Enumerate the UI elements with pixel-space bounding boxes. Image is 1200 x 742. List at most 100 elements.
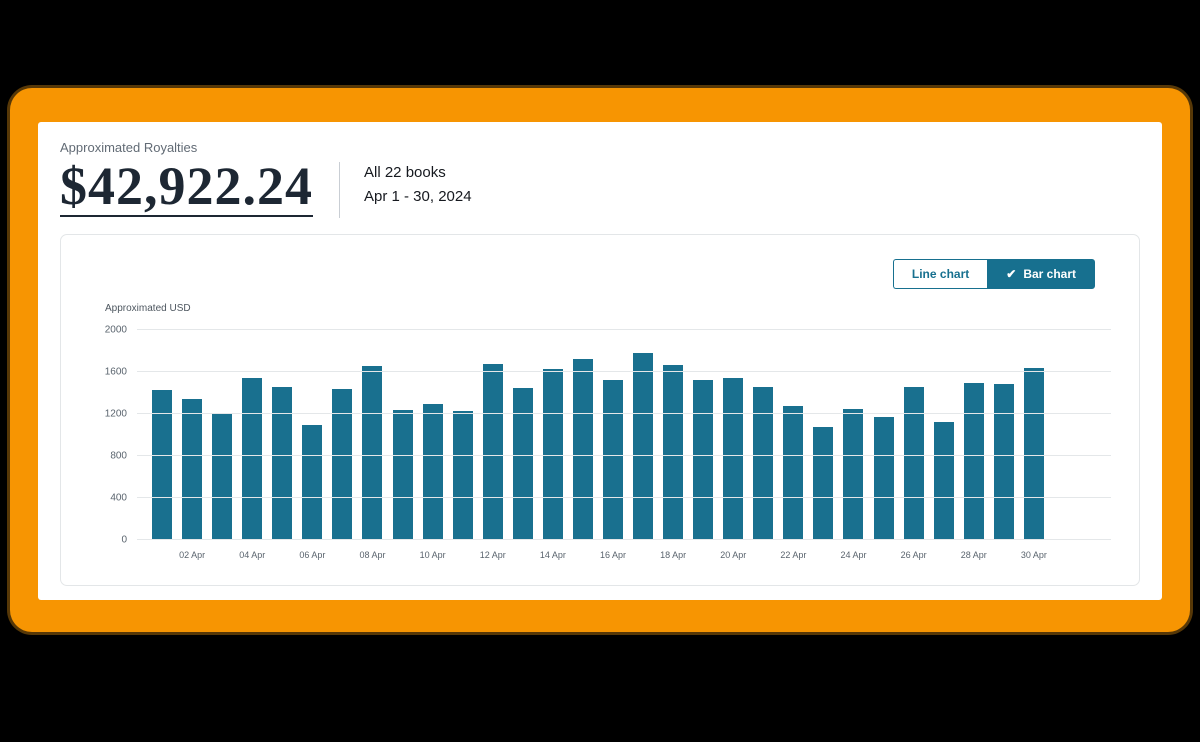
bar-28-apr[interactable] xyxy=(963,382,984,540)
bar-21-apr[interactable] xyxy=(753,386,774,540)
bar-slot xyxy=(959,330,989,540)
x-axis-label: 28 Apr xyxy=(960,550,987,560)
bar-slot xyxy=(418,330,448,540)
y-axis-tick-label: 0 xyxy=(121,534,127,546)
bar-slot xyxy=(658,330,688,540)
bar-27-apr[interactable] xyxy=(933,422,954,540)
x-axis-label xyxy=(808,550,838,560)
x-axis-label xyxy=(688,550,718,560)
x-axis-label xyxy=(568,550,598,560)
bar-07-apr[interactable] xyxy=(332,388,353,540)
bar-slot xyxy=(357,330,387,540)
bar-17-apr[interactable] xyxy=(633,353,654,540)
x-axis-label xyxy=(448,550,478,560)
bar-06-apr[interactable] xyxy=(302,424,323,540)
bar-22-apr[interactable] xyxy=(783,405,804,540)
y-axis-tick-label: 800 xyxy=(110,450,127,462)
x-axis-label: 12 Apr xyxy=(479,550,506,560)
bar-slot xyxy=(297,330,327,540)
bar-20-apr[interactable] xyxy=(723,378,744,540)
bar-slot xyxy=(628,330,658,540)
bar-slot xyxy=(147,330,177,540)
x-axis-label: 14 Apr xyxy=(539,550,566,560)
chart-type-toggle: Line chart ✔ Bar chart xyxy=(892,259,1095,289)
bars-container xyxy=(147,330,1049,540)
bar-10-apr[interactable] xyxy=(422,403,443,540)
x-axis-label: 30 Apr xyxy=(1020,550,1047,560)
bar-slot xyxy=(598,330,628,540)
x-axis-label xyxy=(388,550,418,560)
bar-16-apr[interactable] xyxy=(602,380,623,540)
bar-03-apr[interactable] xyxy=(212,414,233,540)
bar-slot xyxy=(748,330,778,540)
bar-24-apr[interactable] xyxy=(843,408,864,540)
bar-15-apr[interactable] xyxy=(572,359,593,540)
bar-01-apr[interactable] xyxy=(152,389,173,540)
x-axis-label xyxy=(929,550,959,560)
y-axis-title: Approximated USD xyxy=(105,303,191,314)
bar-04-apr[interactable] xyxy=(242,378,263,540)
bar-chart-button[interactable]: ✔ Bar chart xyxy=(987,259,1095,289)
bar-slot xyxy=(538,330,568,540)
x-axis-label: 26 Apr xyxy=(900,550,927,560)
books-count: All 22 books xyxy=(364,164,446,181)
x-axis-label xyxy=(989,550,1019,560)
gridline xyxy=(137,539,1111,540)
bar-slot xyxy=(989,330,1019,540)
bar-slot xyxy=(929,330,959,540)
checkmark-icon: ✔ xyxy=(1006,267,1017,281)
x-axis-label: 24 Apr xyxy=(840,550,867,560)
line-chart-button-label: Line chart xyxy=(911,267,970,281)
bar-slot xyxy=(508,330,538,540)
y-axis-tick-label: 1600 xyxy=(104,366,127,378)
bar-09-apr[interactable] xyxy=(392,409,413,540)
bar-23-apr[interactable] xyxy=(813,426,834,540)
x-axis-label xyxy=(207,550,237,560)
x-axis-label: 10 Apr xyxy=(419,550,446,560)
x-axis-label: 18 Apr xyxy=(660,550,687,560)
x-axis-labels: 02 Apr 04 Apr 06 Apr 08 Apr 10 Apr 12 Apr 14 A… xyxy=(147,550,1049,560)
bar-slot xyxy=(869,330,899,540)
bar-25-apr[interactable] xyxy=(873,417,894,540)
bar-08-apr[interactable] xyxy=(362,365,383,540)
bar-11-apr[interactable] xyxy=(452,410,473,540)
gridline xyxy=(137,497,1111,498)
y-axis-tick-label: 400 xyxy=(110,492,127,504)
x-axis-label: 08 Apr xyxy=(359,550,386,560)
bar-12-apr[interactable] xyxy=(482,363,503,540)
bar-30-apr[interactable] xyxy=(1023,367,1044,540)
bar-18-apr[interactable] xyxy=(663,364,684,540)
orange-frame: Approximated Royalties $42,922.24 All 22… xyxy=(10,88,1190,632)
y-axis-tick-label: 1200 xyxy=(104,408,127,420)
y-axis-tick-label: 2000 xyxy=(104,324,127,336)
gridline xyxy=(137,455,1111,456)
bar-slot xyxy=(568,330,598,540)
bar-slot xyxy=(899,330,929,540)
vertical-divider xyxy=(339,162,340,218)
bar-chart-button-label: Bar chart xyxy=(1023,267,1076,281)
royalties-label: Approximated Royalties xyxy=(60,140,198,155)
bar-26-apr[interactable] xyxy=(903,386,924,540)
gridline xyxy=(137,329,1111,330)
bar-chart: 0 400 800 1200 1600 2000 xyxy=(105,325,1111,546)
royalties-summary: Approximated Royalties $42,922.24 xyxy=(60,140,313,218)
bar-slot xyxy=(478,330,508,540)
royalties-card: Approximated Royalties $42,922.24 All 22… xyxy=(38,122,1162,600)
bar-19-apr[interactable] xyxy=(693,380,714,540)
x-axis-label xyxy=(147,550,177,560)
bar-02-apr[interactable] xyxy=(182,399,203,540)
x-axis-label: 02 Apr xyxy=(179,550,206,560)
line-chart-button[interactable]: Line chart xyxy=(892,259,988,289)
x-axis-label xyxy=(327,550,357,560)
royalties-header: Approximated Royalties $42,922.24 All 22… xyxy=(50,138,1150,218)
bar-slot xyxy=(267,330,297,540)
bar-slot xyxy=(388,330,418,540)
bar-slot xyxy=(688,330,718,540)
bar-29-apr[interactable] xyxy=(993,383,1014,540)
bar-13-apr[interactable] xyxy=(512,387,533,540)
bar-slot xyxy=(177,330,207,540)
bar-05-apr[interactable] xyxy=(272,386,293,540)
gridline xyxy=(137,413,1111,414)
royalties-amount: $42,922.24 xyxy=(60,156,313,218)
